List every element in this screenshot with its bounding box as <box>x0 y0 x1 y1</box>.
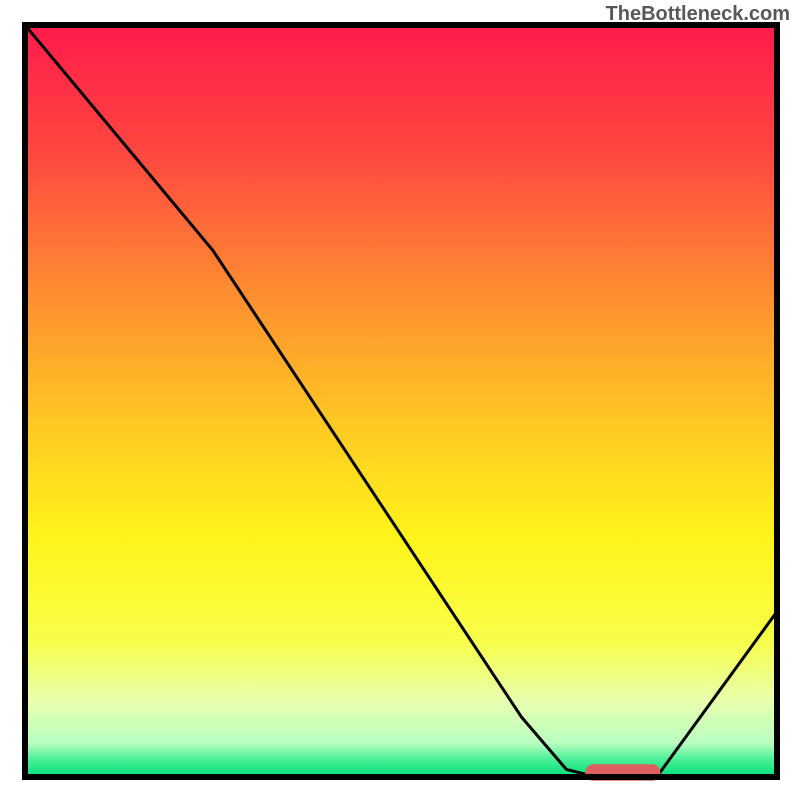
chart-svg <box>0 0 800 800</box>
gradient-background <box>25 25 777 777</box>
bottleneck-chart: TheBottleneck.com <box>0 0 800 800</box>
watermark-text: TheBottleneck.com <box>606 3 790 26</box>
